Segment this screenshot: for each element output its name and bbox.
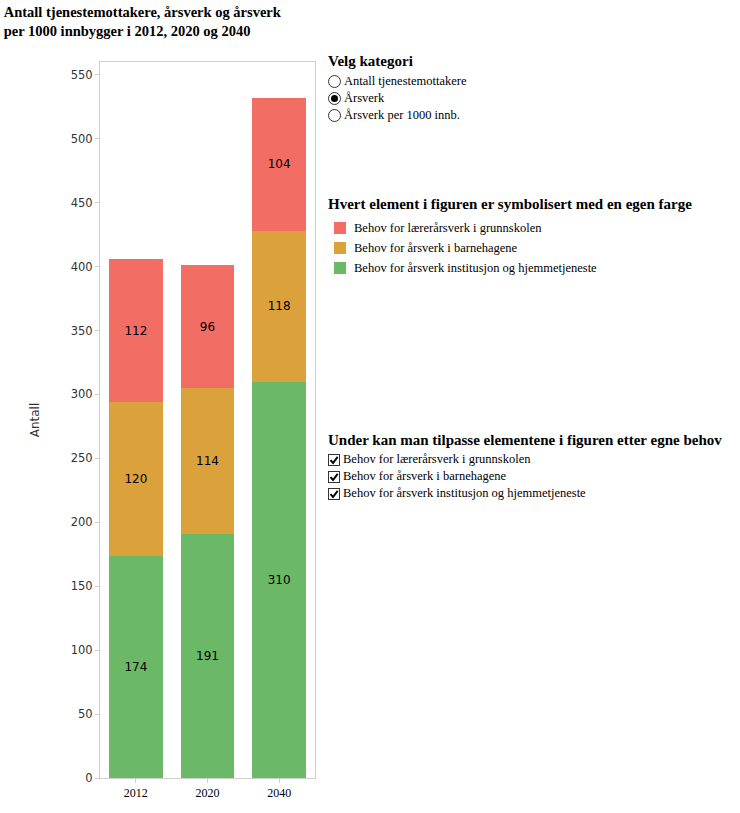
- svg-text:200: 200: [71, 515, 93, 529]
- html-text:Hvert element i figuren er sym: Hvert element i figuren er symbolisert m…: [328, 196, 692, 212]
- svg-text:350: 350: [71, 324, 93, 338]
- html-text:Behov for årsverk institusjon: Behov for årsverk institusjon og hjemmet…: [343, 486, 586, 500]
- svg-text:550: 550: [71, 68, 93, 82]
- html-text:Årsverk per 1000 innb.: Årsverk per 1000 innb.: [344, 108, 460, 122]
- svg-text:2020: 2020: [196, 786, 220, 800]
- svg-text:50: 50: [78, 707, 93, 721]
- svg-text:500: 500: [71, 132, 93, 146]
- svg-text:450: 450: [71, 196, 93, 210]
- svg-text:2040: 2040: [267, 786, 291, 800]
- svg-text:150: 150: [71, 579, 93, 593]
- html-text:Antall tjenestemottakere: Antall tjenestemottakere: [344, 74, 467, 88]
- svg-text:120: 120: [124, 472, 147, 486]
- svg-text:191: 191: [196, 649, 219, 663]
- html-text:Årsverk: Årsverk: [344, 91, 385, 105]
- svg-text:112: 112: [124, 324, 147, 338]
- html-text:Behov for årsverk i barnehagen: Behov for årsverk i barnehagene: [354, 240, 518, 255]
- svg-text:104: 104: [268, 157, 291, 171]
- svg-text:400: 400: [71, 260, 93, 274]
- svg-text:2012: 2012: [124, 786, 148, 800]
- svg-text:Antall: Antall: [28, 403, 42, 438]
- svg-text:96: 96: [200, 320, 215, 334]
- html-text:Velg kategori: Velg kategori: [328, 53, 413, 69]
- html-text:Behov for årsverk i barnehagen: Behov for årsverk i barnehagene: [343, 469, 507, 483]
- svg-text:118: 118: [268, 299, 291, 313]
- html-text:Behov for årsverk institusjon: Behov for årsverk institusjon og hjemmet…: [354, 260, 597, 275]
- svg-text:0: 0: [85, 771, 92, 785]
- svg-text:100: 100: [71, 643, 93, 657]
- html-text:Behov for lærerårsverk i grunn: Behov for lærerårsverk i grunnskolen: [354, 220, 542, 235]
- svg-text:250: 250: [71, 451, 93, 465]
- svg-text:174: 174: [124, 660, 147, 674]
- html-text:Under kan man tilpasse element: Under kan man tilpasse elementene i figu…: [328, 432, 722, 448]
- svg-text:310: 310: [268, 573, 291, 587]
- svg-text:300: 300: [71, 387, 93, 401]
- svg-text:Antall tjenestemottakere, årsv: Antall tjenestemottakere, årsverk og års…: [4, 4, 282, 39]
- html-text:Behov for lærerårsverk i grunn: Behov for lærerårsverk i grunnskolen: [343, 452, 531, 466]
- svg-text:114: 114: [196, 454, 219, 468]
